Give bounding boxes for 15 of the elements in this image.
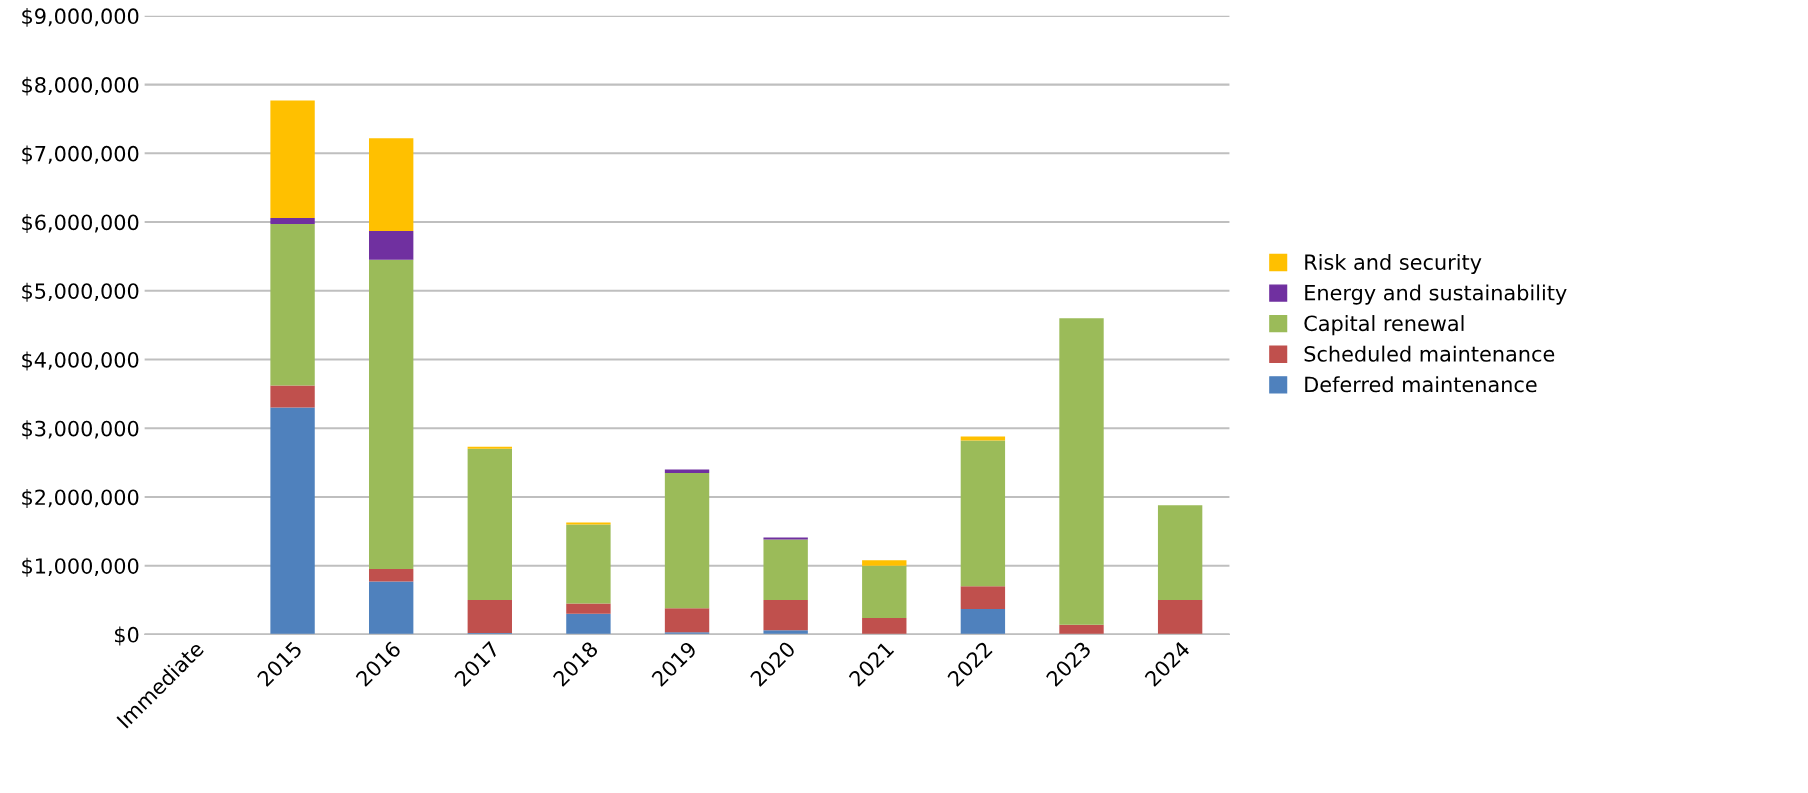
- legend-label: Risk and security: [1305, 253, 1482, 275]
- legend-label: Deferred maintenance: [1305, 376, 1537, 393]
- y-tick-label: $0: [115, 626, 139, 646]
- y-tick-label: $3,000,000: [22, 420, 139, 440]
- y-tick-label: $4,000,000: [22, 351, 139, 371]
- legend-label: Energy and sustainability: [1305, 284, 1567, 305]
- y-tick-label: $1,000,000: [22, 557, 139, 577]
- y-tick-label: $7,000,000: [22, 145, 139, 165]
- y-tick-label: $2,000,000: [22, 489, 139, 508]
- legend-label: Capital renewal: [1304, 315, 1464, 336]
- y-tick-label: $9,000,000: [22, 7, 139, 27]
- legend-label: Scheduled maintenance: [1304, 345, 1555, 362]
- y-tick-label: $6,000,000: [22, 214, 139, 234]
- y-tick-label: $5,000,000: [22, 282, 139, 302]
- y-tick-label: $8,000,000: [22, 76, 139, 96]
